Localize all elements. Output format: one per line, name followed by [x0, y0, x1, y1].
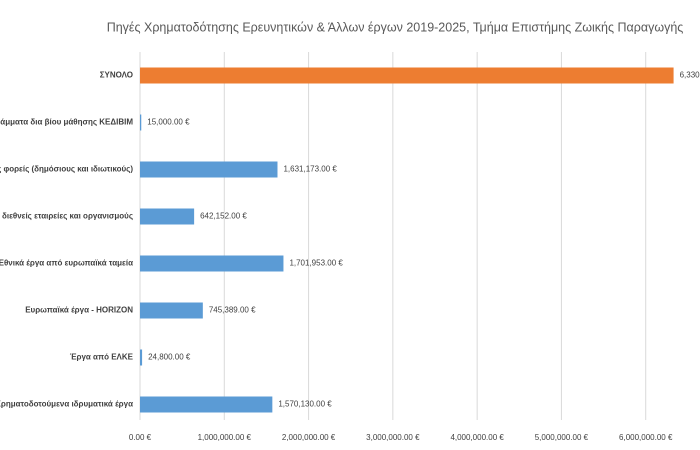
x-tick-label: 3,000,000.00 € [366, 433, 420, 442]
y-tick-label: Ευρωπαϊκά έργα - HORIZON [25, 306, 133, 315]
y-tick-label: ογράμματα δια βίου μάθησης ΚΕΔΙΒΙΜ [0, 118, 133, 127]
bar [140, 114, 142, 131]
value-label: 1,570,130.00 € [278, 400, 332, 409]
y-tick-label: πό διεθνείς εταιρείες και οργανισμούς [0, 212, 133, 221]
value-label: 15,000.00 € [147, 118, 190, 127]
y-tick-label: Χρηματοδοτούμενα ιδρυματικά έργα [0, 400, 133, 409]
bar [140, 208, 195, 225]
x-tick-label: 6,000,000.00 € [619, 433, 673, 442]
bar [140, 67, 674, 84]
value-label: 745,389.00 € [209, 306, 256, 315]
bar [140, 255, 284, 272]
y-tick-label: ούς φορείς (δημόσιους και ιδιωτικούς) [0, 165, 133, 174]
bar [140, 302, 203, 319]
value-label: 6,330,597.00 € [680, 71, 700, 80]
value-label: 24,800.00 € [148, 353, 191, 362]
bar [140, 396, 273, 413]
x-tick-label: 1,000,000.00 € [198, 433, 252, 442]
x-tick-label: 2,000,000.00 € [282, 433, 336, 442]
y-tick-label: Έργα από ΕΛΚΕ [70, 353, 134, 362]
y-tick-label: Εθνικά έργα από ευρωπαϊκά ταμεία [0, 259, 133, 268]
chart-title: Πηγές Χρηματοδότησης Ερευνητικών & Άλλων… [107, 20, 684, 34]
x-tick-label: 0.00 € [129, 433, 152, 442]
bar [140, 349, 143, 366]
x-tick-label: 5,000,000.00 € [535, 433, 589, 442]
value-label: 1,701,953.00 € [289, 259, 343, 268]
x-tick-label: 4,000,000.00 € [450, 433, 504, 442]
bar [140, 161, 278, 178]
y-tick-label: ΣΥΝΟΛΟ [100, 71, 133, 80]
value-label: 1,631,173.00 € [283, 165, 337, 174]
value-label: 642,152.00 € [200, 212, 247, 221]
